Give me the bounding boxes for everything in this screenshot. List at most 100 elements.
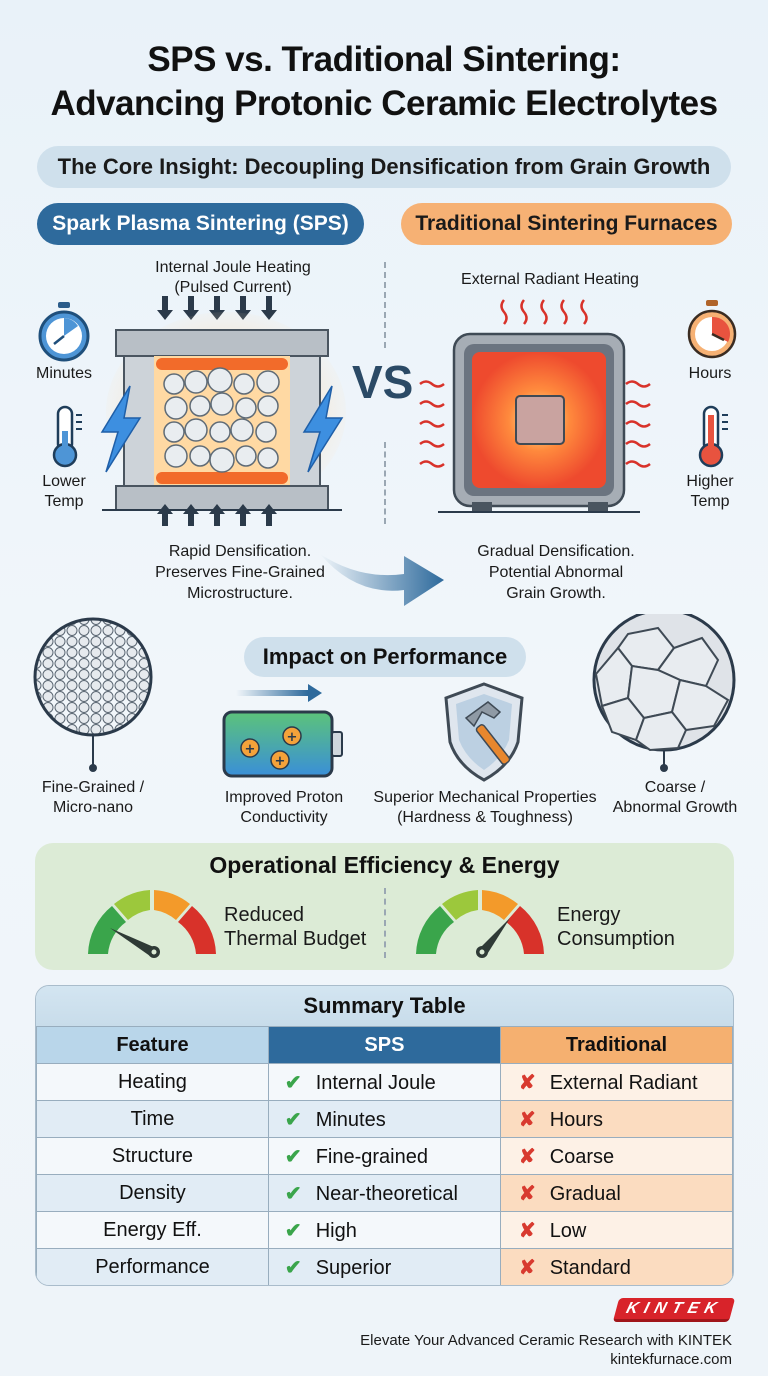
sps-cell: ✔ Internal Joule bbox=[267, 1063, 501, 1101]
traditional-temp-label: Higher Temp bbox=[668, 472, 752, 512]
feature-cell: Energy Eff. bbox=[36, 1211, 269, 1249]
fine-grain-micro-icon bbox=[33, 617, 153, 772]
sps-value: Near-theoretical bbox=[315, 1182, 458, 1205]
page-title: SPS vs. Traditional Sintering: Advancing… bbox=[0, 38, 768, 126]
sps-cell: ✔ Superior bbox=[267, 1248, 501, 1285]
cross-icon: ✘ bbox=[518, 1256, 536, 1279]
table-row: Energy Eff. ✔ High ✘ Low bbox=[36, 1211, 733, 1249]
impact-title: Impact on Performance bbox=[244, 637, 526, 677]
traditional-caption-line-3: Grain Growth. bbox=[506, 585, 606, 602]
table-row: Density ✔ Near-theoretical ✘ Gradual bbox=[36, 1174, 733, 1212]
sps-value: Superior bbox=[315, 1256, 392, 1279]
check-icon: ✔ bbox=[284, 1071, 302, 1094]
conductivity-line-2: Conductivity bbox=[240, 809, 328, 826]
check-icon: ✔ bbox=[284, 1108, 302, 1131]
traditional-caption-line-2: Potential Abnormal bbox=[488, 564, 624, 581]
traditional-value: Low bbox=[549, 1219, 587, 1242]
sps-heating-line-1: Internal Joule Heating bbox=[155, 259, 311, 276]
title-line-1: SPS vs. Traditional Sintering: bbox=[147, 40, 621, 79]
sps-press-diagram bbox=[100, 296, 346, 526]
footer-url-link[interactable]: kintekfurnace.com bbox=[610, 1351, 732, 1368]
kintek-logo[interactable]: KINTEK bbox=[612, 1298, 736, 1322]
sps-value: High bbox=[315, 1219, 357, 1242]
table-row: Heating ✔ Internal Joule ✘ External Radian… bbox=[36, 1063, 733, 1101]
efficiency-divider bbox=[384, 888, 386, 958]
coarse-grain-label: Coarse / Abnormal Growth bbox=[600, 778, 750, 818]
efficiency-title: Operational Efficiency & Energy bbox=[209, 852, 560, 878]
fine-grain-line-2: Micro-nano bbox=[52, 799, 134, 816]
title-line-2: Advancing Protonic Ceramic Electrolytes bbox=[50, 84, 718, 123]
sps-temp-line-2: Temp bbox=[44, 493, 84, 510]
traditional-time-label: Hours bbox=[688, 365, 732, 382]
sps-value: Minutes bbox=[315, 1108, 386, 1131]
col-header-feature: Feature bbox=[36, 1026, 269, 1064]
fine-grain-line-1: Fine-Grained / bbox=[41, 779, 145, 796]
sps-temp-line-1: Lower bbox=[42, 473, 86, 490]
gauge-high-icon bbox=[416, 890, 544, 958]
furnace-diagram bbox=[419, 299, 651, 513]
check-icon: ✔ bbox=[284, 1145, 302, 1168]
sps-cell: ✔ Fine-grained bbox=[267, 1137, 501, 1175]
divider-top bbox=[384, 262, 386, 348]
svg-text:+: + bbox=[275, 754, 286, 769]
traditional-cell: ✘ Gradual bbox=[499, 1174, 733, 1212]
traditional-cell: ✘ Standard bbox=[499, 1248, 733, 1285]
traditional-cell: ✘ Coarse bbox=[499, 1137, 733, 1175]
feature-cell: Density bbox=[36, 1174, 269, 1212]
traditional-value: External Radiant bbox=[549, 1071, 698, 1094]
sps-caption-line-2: Preserves Fine-Grained bbox=[155, 564, 325, 581]
sps-temp-label: Lower Temp bbox=[22, 472, 106, 512]
traditional-temp-line-1: Higher bbox=[686, 473, 734, 490]
traditional-cell: ✘ External Radiant bbox=[499, 1063, 733, 1101]
traditional-temp-line-2: Temp bbox=[690, 493, 730, 510]
energy-line-1: Energy bbox=[557, 904, 621, 926]
conductivity-line-1: Improved Proton bbox=[224, 789, 344, 806]
feature-cell: Time bbox=[36, 1100, 269, 1138]
sps-value: Internal Joule bbox=[315, 1071, 436, 1094]
svg-text:+: + bbox=[287, 730, 298, 745]
check-icon: ✔ bbox=[284, 1219, 302, 1242]
table-row: Time ✔ Minutes ✘ Hours bbox=[36, 1100, 733, 1138]
stopwatch-long-icon bbox=[687, 300, 737, 359]
sps-cell: ✔ Near-theoretical bbox=[267, 1174, 501, 1212]
fine-grain-label: Fine-Grained / Micro-nano bbox=[30, 778, 156, 818]
gauge-low-icon bbox=[88, 890, 216, 958]
mechanical-line-1: Superior Mechanical Properties bbox=[373, 789, 597, 806]
gauge-label-thermal: Reduced Thermal Budget bbox=[224, 903, 366, 951]
traditional-value: Standard bbox=[549, 1256, 631, 1279]
coarse-grain-line-1: Coarse / bbox=[644, 779, 706, 796]
thermal-line-2: Thermal Budget bbox=[224, 928, 367, 950]
cross-icon: ✘ bbox=[518, 1182, 536, 1205]
sps-caption-line-1: Rapid Densification. bbox=[168, 543, 312, 560]
divider-bottom bbox=[384, 442, 386, 524]
cross-icon: ✘ bbox=[518, 1219, 536, 1242]
stopwatch-icon bbox=[38, 302, 90, 362]
footer-tagline: Elevate Your Advanced Ceramic Research w… bbox=[360, 1332, 732, 1349]
col-header-sps: SPS bbox=[267, 1026, 501, 1064]
coarse-grain-line-2: Abnormal Growth bbox=[612, 799, 738, 816]
traditional-heating-label: External Radiant Heating bbox=[461, 271, 639, 288]
table-row: Structure ✔ Fine-grained ✘ Coarse bbox=[36, 1137, 733, 1175]
traditional-value: Gradual bbox=[549, 1182, 621, 1205]
svg-text:+: + bbox=[245, 742, 256, 757]
table-row: Performance ✔ Superior ✘ Standard bbox=[36, 1248, 733, 1285]
transition-arrow-icon bbox=[320, 554, 444, 606]
traditional-value: Hours bbox=[549, 1108, 604, 1131]
check-icon: ✔ bbox=[284, 1256, 302, 1279]
summary-table-title: Summary Table bbox=[36, 986, 733, 1026]
traditional-caption: Gradual Densification. Potential Abnorma… bbox=[446, 541, 666, 604]
traditional-value: Coarse bbox=[549, 1145, 615, 1168]
sps-cell: ✔ Minutes bbox=[267, 1100, 501, 1138]
traditional-cell: ✘ Low bbox=[499, 1211, 733, 1249]
coarse-grain-micro-icon bbox=[592, 614, 736, 772]
shield-hammer-icon bbox=[444, 682, 524, 782]
impact-item-conductivity: Improved Proton Conductivity bbox=[204, 788, 364, 828]
sps-cell: ✔ High bbox=[267, 1211, 501, 1249]
vs-label: VS bbox=[352, 356, 414, 408]
sps-caption-line-3: Microstructure. bbox=[187, 585, 293, 602]
battery-proton-icon: + + + bbox=[222, 684, 343, 778]
sps-heating-line-2: (Pulsed Current) bbox=[174, 279, 292, 296]
traditional-caption-line-1: Gradual Densification. bbox=[477, 543, 635, 560]
thermal-line-1: Reduced bbox=[224, 904, 305, 926]
feature-cell: Structure bbox=[36, 1137, 269, 1175]
